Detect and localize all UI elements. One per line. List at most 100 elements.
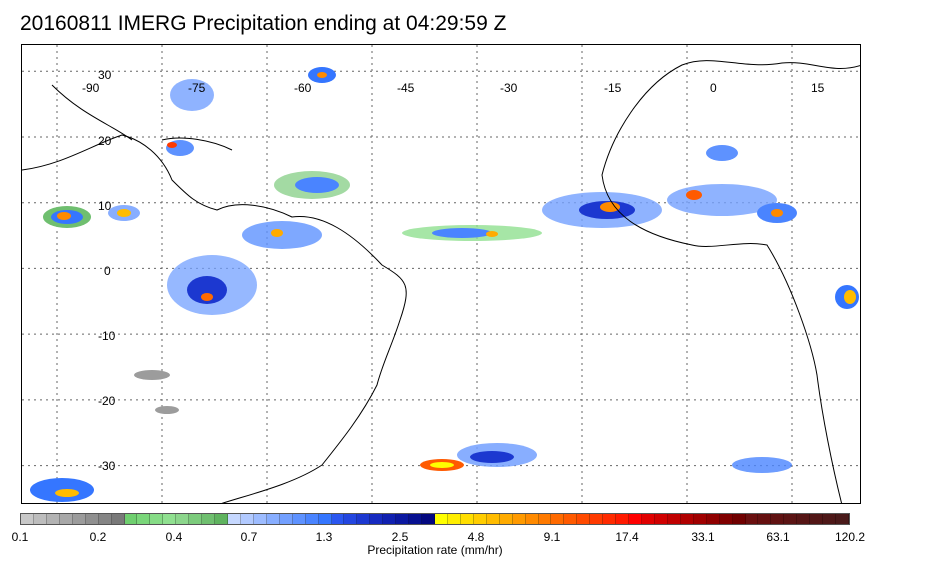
- colorbar-swatch: [72, 514, 86, 524]
- colorbar-swatch: [460, 514, 474, 524]
- colorbar-swatch: [409, 514, 423, 524]
- colorbar-swatch: [680, 514, 694, 524]
- precip-blob: [55, 489, 79, 497]
- colorbar-swatch: [654, 514, 668, 524]
- colorbar-swatch: [305, 514, 319, 524]
- colorbar-swatch: [823, 514, 837, 524]
- colorbar-swatch: [124, 514, 138, 524]
- precip-blob: [201, 293, 213, 301]
- colorbar-swatch: [150, 514, 164, 524]
- colorbar-swatch: [667, 514, 681, 524]
- lon-label: -15: [604, 81, 622, 95]
- lat-label: -20: [98, 394, 116, 408]
- precip-blob: [295, 177, 339, 193]
- lat-label: 30: [98, 68, 112, 82]
- precip-blob: [187, 276, 227, 304]
- colorbar-swatch: [163, 514, 177, 524]
- colorbar-swatch: [525, 514, 539, 524]
- colorbar-swatch: [551, 514, 565, 524]
- colorbar-tick: 63.1: [766, 530, 790, 544]
- colorbar-swatch: [693, 514, 707, 524]
- colorbar-swatch: [719, 514, 733, 524]
- colorbar-tick: 120.2: [834, 530, 866, 544]
- lat-label: 0: [104, 264, 111, 278]
- colorbar-swatch: [292, 514, 306, 524]
- colorbar-swatch: [538, 514, 552, 524]
- colorbar-swatch: [422, 514, 435, 524]
- colorbar-swatch: [706, 514, 720, 524]
- colorbar-swatch: [564, 514, 578, 524]
- colorbar-swatch: [253, 514, 267, 524]
- colorbar-swatch: [21, 514, 34, 524]
- colorbar-tick: 0.1: [11, 530, 29, 544]
- colorbar-swatch: [370, 514, 384, 524]
- coastlines: [22, 60, 860, 503]
- colorbar-swatch: [771, 514, 785, 524]
- colorbar-swatch: [758, 514, 772, 524]
- colorbar-swatch: [189, 514, 203, 524]
- lon-label: 15: [811, 81, 825, 95]
- colorbar-swatch: [46, 514, 60, 524]
- colorbar-swatch: [228, 514, 241, 524]
- colorbar-swatch: [240, 514, 254, 524]
- lon-label: -30: [500, 81, 518, 95]
- precip-blob: [155, 406, 179, 414]
- colorbar-swatch: [33, 514, 47, 524]
- colorbar-swatch: [577, 514, 591, 524]
- colorbar-swatch: [202, 514, 216, 524]
- colorbar-tick: 9.1: [543, 530, 561, 544]
- lon-label: -90: [82, 81, 100, 95]
- lat-label: 20: [98, 134, 112, 148]
- colorbar-swatch: [486, 514, 500, 524]
- map-canvas: [22, 45, 860, 503]
- colorbar-swatch: [59, 514, 73, 524]
- colorbar-swatch: [590, 514, 604, 524]
- precip-blob: [686, 190, 702, 200]
- colorbar-swatch: [732, 514, 746, 524]
- colorbar-swatch: [266, 514, 280, 524]
- colorbar-swatch: [512, 514, 526, 524]
- precip-blob: [732, 457, 792, 473]
- colorbar-swatch: [331, 514, 345, 524]
- lat-label: -10: [98, 329, 116, 343]
- colorbar-tick: 1.3: [315, 530, 333, 544]
- colorbar-swatch: [111, 514, 125, 524]
- precip-blob: [317, 72, 327, 78]
- graticule: [22, 45, 860, 503]
- colorbar-swatch: [836, 514, 849, 524]
- precip-blob: [600, 202, 620, 212]
- lon-label: 0: [710, 81, 717, 95]
- precip-blob: [470, 451, 514, 463]
- colorbar-swatch: [279, 514, 293, 524]
- precip-blob: [271, 229, 283, 237]
- colorbar-tick: 17.4: [615, 530, 639, 544]
- colorbar-tick: 0.4: [165, 530, 183, 544]
- colorbar-label: Precipitation rate (mm/hr): [367, 543, 503, 557]
- map-title: 20160811 IMERG Precipitation ending at 0…: [20, 12, 507, 35]
- gulf-coast: [51, 84, 133, 141]
- colorbar-swatch: [344, 514, 358, 524]
- lon-label: -75: [188, 81, 206, 95]
- colorbar-tick: 2.5: [391, 530, 409, 544]
- colorbar-swatch: [176, 514, 190, 524]
- colorbar-swatch: [784, 514, 798, 524]
- colorbar-swatch: [810, 514, 824, 524]
- colorbar-tick: 0.7: [240, 530, 258, 544]
- americas-coast: [22, 134, 407, 503]
- colorbar-swatch: [603, 514, 617, 524]
- colorbar-swatch: [629, 514, 642, 524]
- colorbar-swatch: [215, 514, 228, 524]
- colorbar-swatch: [499, 514, 513, 524]
- precipitation-map: -90 -75 -60 -45 -30 -15 0 15 30 20 10 0 …: [21, 44, 861, 504]
- africa-coast: [601, 60, 860, 503]
- colorbar-swatch: [642, 514, 655, 524]
- colorbar-swatch: [85, 514, 99, 524]
- colorbar-swatch: [435, 514, 448, 524]
- colorbar-swatch: [745, 514, 759, 524]
- lon-label: -45: [397, 81, 415, 95]
- precip-blob: [844, 290, 856, 304]
- precip-blob: [430, 462, 454, 468]
- colorbar-swatch: [447, 514, 461, 524]
- precip-blob: [432, 228, 492, 238]
- colorbar-swatch: [396, 514, 410, 524]
